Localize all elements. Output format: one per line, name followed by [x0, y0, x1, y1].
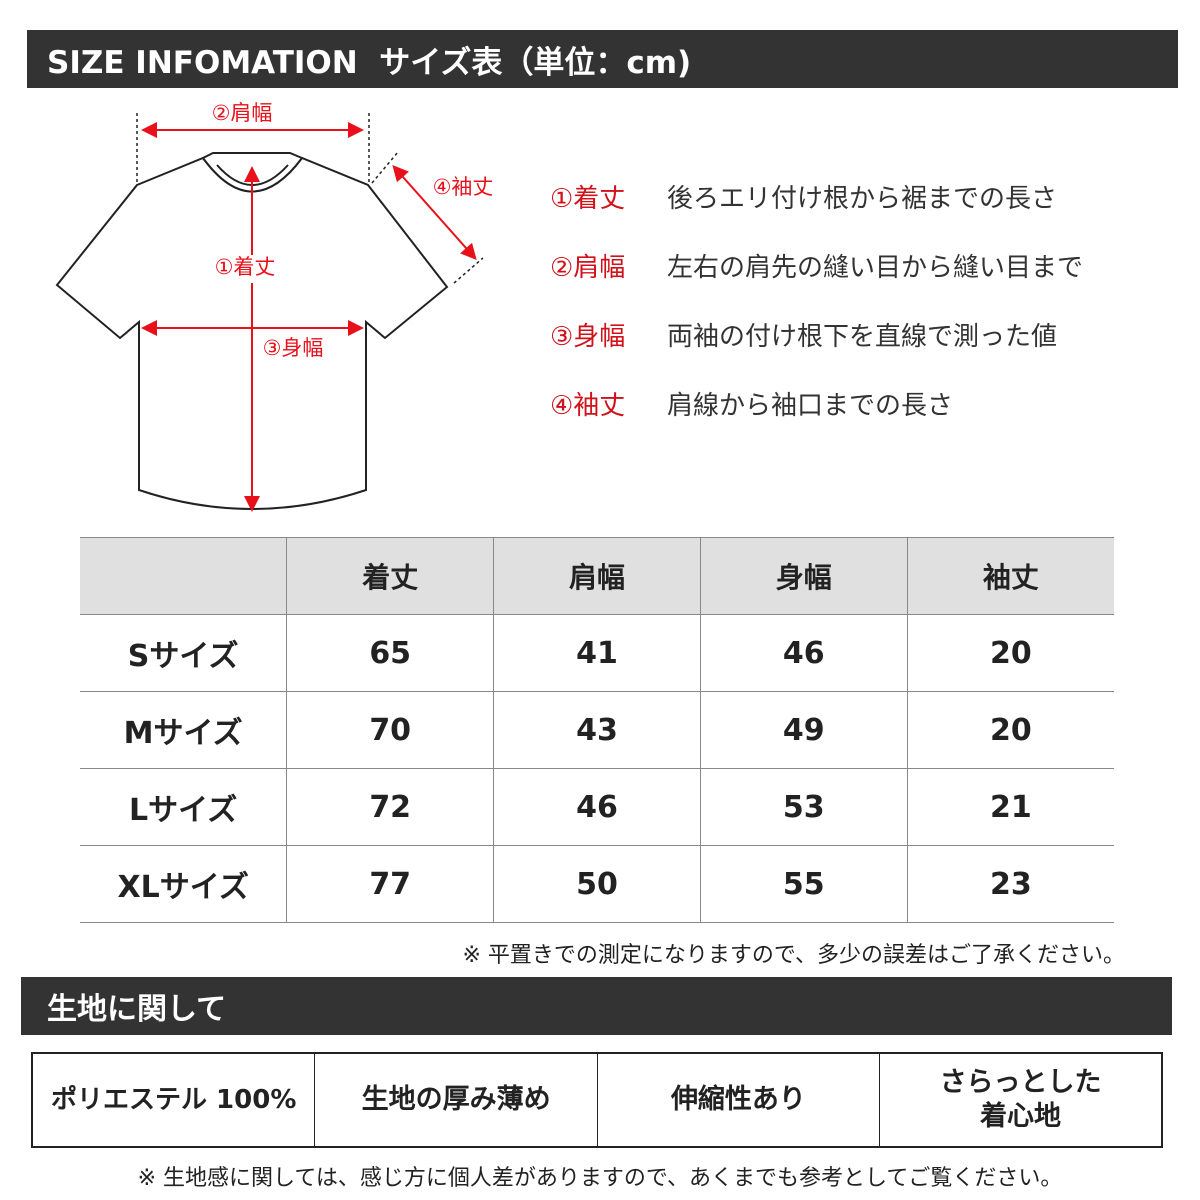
fabric-item: 伸縮性あり [596, 1053, 880, 1147]
legend-item: ④袖丈 肩線から袖口までの長さ [550, 385, 953, 422]
label-shoulder: ②肩幅 [212, 101, 273, 125]
size-value: 55 [699, 845, 908, 923]
legend-key: ①着丈 [550, 184, 626, 214]
legend-desc: 肩線から袖口までの長さ [667, 391, 954, 421]
legend-desc: 後ろエリ付け根から裾までの長さ [667, 184, 1058, 214]
size-value: 53 [699, 768, 908, 846]
size-value: 70 [286, 691, 494, 769]
size-value: 21 [906, 768, 1114, 846]
size-value: 43 [493, 691, 701, 769]
header-cell: 着丈 [286, 537, 494, 615]
size-note: ※ 平置きでの測定になりますので、多少の誤差はご了承ください。 [462, 943, 1125, 968]
size-value: 77 [286, 845, 494, 923]
legend-key: ②肩幅 [550, 253, 626, 283]
header-cell [80, 537, 287, 615]
size-value: 23 [906, 845, 1114, 923]
size-value: 46 [493, 768, 701, 846]
measure-arrows [141, 122, 477, 512]
size-info-header: SIZE INFOMATION サイズ表（単位：cm) [27, 30, 1178, 88]
fabric-item: 生地の厚み薄め [314, 1053, 598, 1147]
size-value: 49 [699, 691, 908, 769]
label-sleeve: ④袖丈 [433, 175, 494, 199]
size-value: 20 [906, 691, 1114, 769]
legend-item: ②肩幅 左右の肩先の縫い目から縫い目まで [550, 247, 1083, 284]
table-row: Sサイズ 65 41 46 20 [80, 614, 1114, 692]
legend-item: ①着丈 後ろエリ付け根から裾までの長さ [550, 178, 1057, 215]
fabric-title: 生地に関して [47, 992, 227, 1027]
size-value: 50 [493, 845, 701, 923]
fabric-item: ポリエステル 100% [51, 1085, 297, 1115]
fabric-table: ポリエステル 100% 生地の厚み薄め 伸縮性あり さらっとした 着心地 [31, 1052, 1163, 1148]
size-table: 着丈 肩幅 身幅 袖丈 Sサイズ 65 41 46 20 Mサイズ 70 43 49 20 Lサイズ… [80, 537, 1114, 923]
size-label: XLサイズ [80, 845, 287, 923]
legend-desc: 両袖の付け根下を直線で測った値 [667, 322, 1058, 352]
legend-key: ③身幅 [550, 322, 626, 352]
tshirt-diagram: ②肩幅 ①着丈 ③身幅 ④袖丈 [55, 101, 494, 512]
header-cell: 袖丈 [906, 537, 1114, 615]
size-value: 46 [699, 614, 908, 692]
size-value: 41 [493, 614, 701, 692]
legend-key: ④袖丈 [550, 391, 626, 421]
size-value: 20 [906, 614, 1114, 692]
legend-desc: 左右の肩先の縫い目から縫い目まで [667, 253, 1084, 283]
size-label: Sサイズ [80, 614, 287, 692]
table-row: XLサイズ 77 50 55 23 [80, 845, 1114, 923]
header-cell: 肩幅 [493, 537, 701, 615]
legend-item: ③身幅 両袖の付け根下を直線で測った値 [550, 316, 1057, 353]
guide-lines [136, 113, 484, 284]
size-value: 65 [286, 614, 494, 692]
header-cell: 身幅 [699, 537, 908, 615]
size-value: 72 [286, 768, 494, 846]
size-label: Mサイズ [80, 691, 287, 769]
table-row: Lサイズ 72 46 53 21 [80, 768, 1114, 846]
header-title: SIZE INFOMATION サイズ表（単位：cm) [47, 44, 692, 81]
table-header-row: 着丈 肩幅 身幅 袖丈 [80, 537, 1114, 615]
label-width: ③身幅 [263, 336, 324, 360]
fabric-note: ※ 生地感に関しては、感じ方に個人差がありますので、あくまでも参考としてご覧くだ… [137, 1166, 1063, 1191]
label-length: ①着丈 [215, 255, 276, 279]
table-row: Mサイズ 70 43 49 20 [80, 691, 1114, 769]
fabric-item: さらっとした 着心地 [879, 1053, 1162, 1147]
size-label: Lサイズ [80, 768, 287, 846]
fabric-header: 生地に関して [21, 977, 1172, 1035]
